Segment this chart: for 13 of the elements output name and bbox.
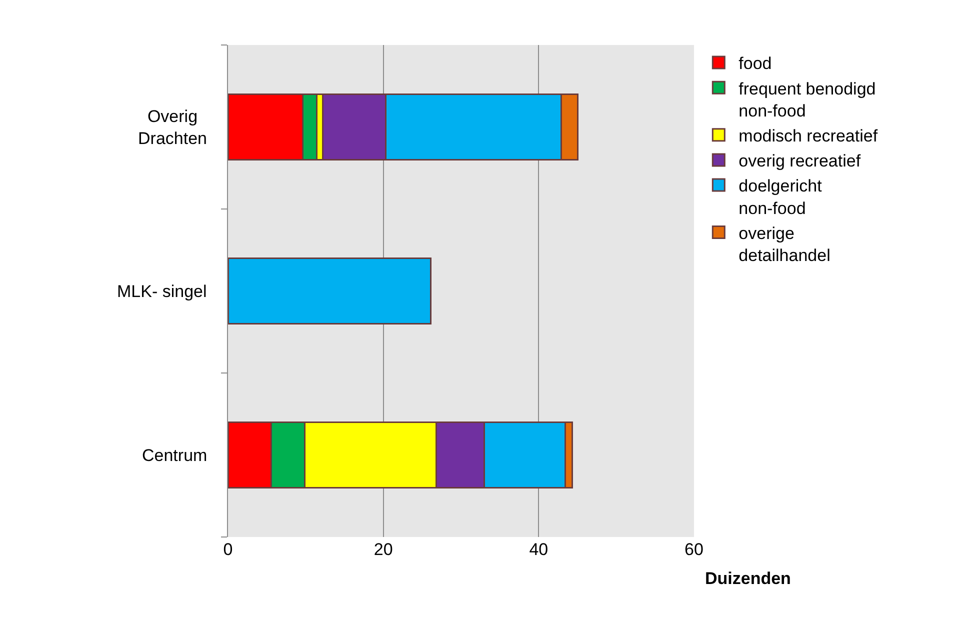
x-axis-title: Duizenden: [705, 569, 791, 588]
x-tick-label: 60: [684, 540, 704, 559]
legend-label: food: [738, 54, 772, 74]
y-tick-label: Centrum: [142, 446, 208, 465]
legend-label: modisch recreatief: [738, 126, 878, 146]
legend-label: overig recreatief: [738, 152, 861, 171]
y-tick-label: Overig Drachten: [138, 107, 207, 148]
x-tick-label: 20: [374, 540, 393, 559]
x-tick-label: 0: [223, 540, 233, 559]
legend-label: overige detailhandel: [738, 224, 830, 265]
x-tick-label: 40: [529, 540, 548, 559]
y-tick-label: MLK- singel: [117, 282, 207, 301]
bar: [228, 257, 432, 325]
